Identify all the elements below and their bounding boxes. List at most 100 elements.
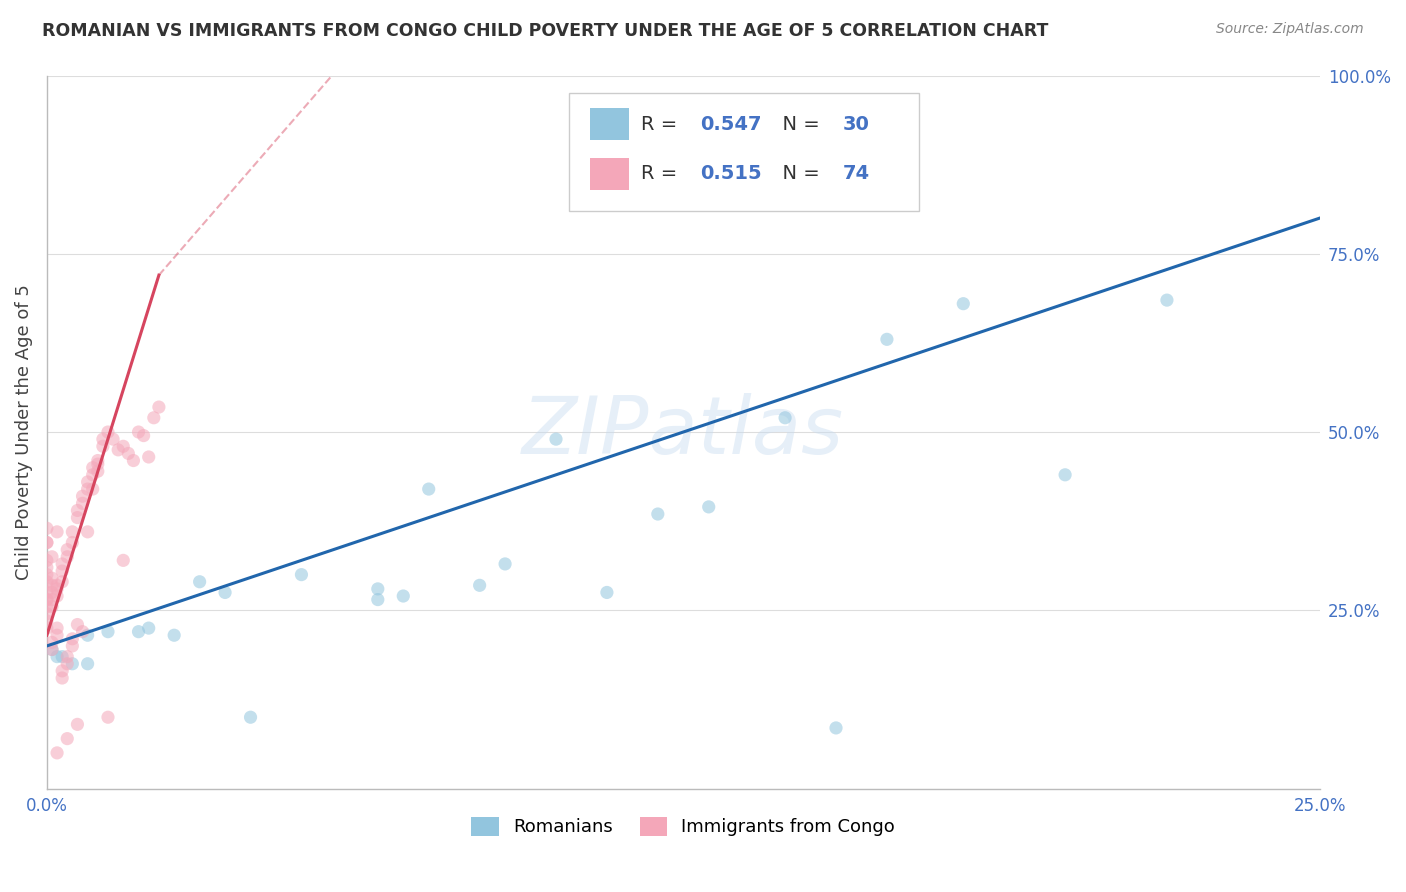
Point: [35, 521, 58, 535]
Point: [66, 717, 89, 731]
Point: [163, 628, 186, 642]
Text: Source: ZipAtlas.com: Source: ZipAtlas.com: [1216, 22, 1364, 37]
Point: [35, 607, 58, 621]
Point: [239, 710, 262, 724]
Point: [544, 432, 567, 446]
Point: [46, 628, 69, 642]
Text: R =: R =: [641, 114, 683, 134]
Point: [35, 553, 58, 567]
Point: [596, 585, 619, 599]
Point: [51, 557, 73, 571]
Point: [76, 657, 98, 671]
Point: [46, 589, 69, 603]
Point: [51, 564, 73, 578]
Point: [418, 482, 440, 496]
Point: [51, 664, 73, 678]
Point: [290, 567, 312, 582]
Point: [46, 524, 69, 539]
Point: [60, 632, 83, 646]
Point: [46, 621, 69, 635]
Point: [76, 524, 98, 539]
FancyBboxPatch shape: [591, 108, 628, 140]
Text: R =: R =: [641, 164, 683, 184]
Point: [1054, 467, 1077, 482]
Point: [91, 432, 114, 446]
Point: [392, 589, 415, 603]
Point: [66, 503, 89, 517]
Point: [56, 542, 79, 557]
Text: N =: N =: [770, 164, 825, 184]
Point: [60, 657, 83, 671]
Point: [97, 425, 120, 439]
Point: [87, 457, 110, 471]
Point: [138, 450, 160, 464]
FancyBboxPatch shape: [591, 158, 628, 190]
Point: [35, 585, 58, 599]
Point: [87, 464, 110, 478]
Point: [56, 649, 79, 664]
Point: [35, 592, 58, 607]
Text: 30: 30: [842, 114, 869, 134]
Point: [122, 453, 145, 467]
FancyBboxPatch shape: [569, 94, 918, 211]
Point: [128, 624, 150, 639]
Point: [91, 439, 114, 453]
Point: [51, 671, 73, 685]
Point: [35, 535, 58, 549]
Point: [41, 578, 63, 592]
Point: [82, 467, 104, 482]
Point: [188, 574, 211, 589]
Point: [66, 510, 89, 524]
Point: [60, 524, 83, 539]
Point: [72, 489, 94, 503]
Point: [825, 721, 848, 735]
Point: [56, 731, 79, 746]
Y-axis label: Child Poverty Under the Age of 5: Child Poverty Under the Age of 5: [15, 284, 32, 580]
Point: [35, 560, 58, 574]
Point: [35, 614, 58, 628]
Point: [1156, 293, 1178, 307]
Point: [128, 425, 150, 439]
Point: [97, 710, 120, 724]
Point: [41, 599, 63, 614]
Point: [72, 496, 94, 510]
Text: N =: N =: [770, 114, 825, 134]
Point: [142, 410, 165, 425]
Point: [97, 624, 120, 639]
Point: [876, 332, 898, 346]
Text: 0.515: 0.515: [700, 164, 762, 184]
Point: [87, 453, 110, 467]
Point: [82, 482, 104, 496]
Point: [56, 549, 79, 564]
Point: [138, 621, 160, 635]
Point: [41, 635, 63, 649]
Point: [35, 599, 58, 614]
Point: [76, 628, 98, 642]
Text: 74: 74: [842, 164, 869, 184]
Point: [41, 592, 63, 607]
Point: [76, 475, 98, 489]
Legend: Romanians, Immigrants from Congo: Romanians, Immigrants from Congo: [464, 810, 903, 844]
Point: [41, 642, 63, 657]
Text: ZIPatlas: ZIPatlas: [522, 393, 845, 471]
Point: [367, 582, 389, 596]
Point: [41, 549, 63, 564]
Point: [46, 649, 69, 664]
Point: [56, 657, 79, 671]
Point: [367, 592, 389, 607]
Point: [51, 574, 73, 589]
Point: [76, 482, 98, 496]
Point: [107, 442, 129, 457]
Point: [117, 446, 139, 460]
Point: [35, 621, 58, 635]
Point: [46, 582, 69, 596]
Point: [214, 585, 236, 599]
Point: [35, 592, 58, 607]
Point: [647, 507, 669, 521]
Point: [112, 439, 135, 453]
Point: [101, 432, 124, 446]
Point: [46, 746, 69, 760]
Point: [132, 428, 155, 442]
Point: [66, 617, 89, 632]
Point: [41, 642, 63, 657]
